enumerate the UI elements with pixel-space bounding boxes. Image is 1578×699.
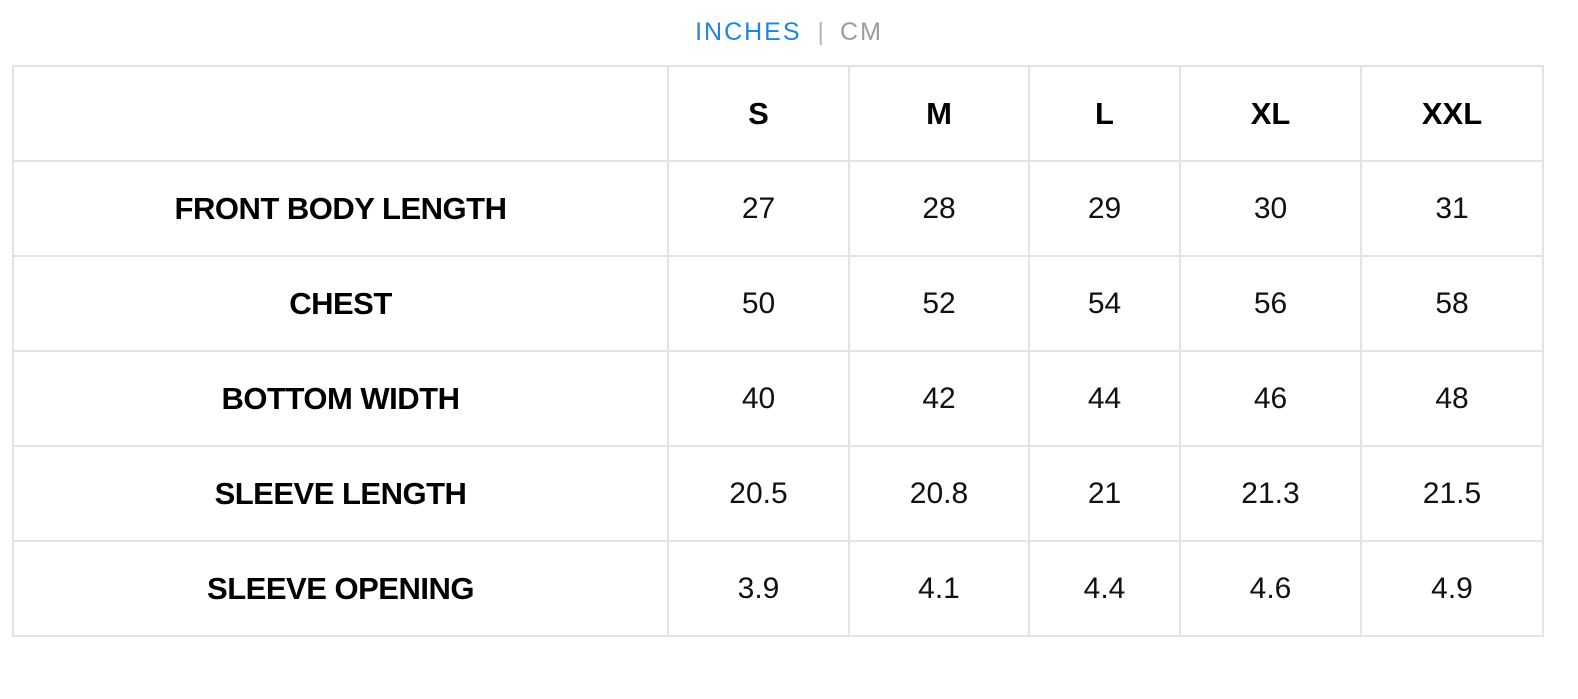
row-label-sleeve-opening: SLEEVE OPENING	[12, 540, 669, 637]
table-cell: 54	[1028, 255, 1181, 352]
row-label-sleeve-length: SLEEVE LENGTH	[12, 445, 669, 542]
row-label-front-body-length: FRONT BODY LENGTH	[12, 160, 669, 257]
table-cell: 30	[1179, 160, 1362, 257]
table-cell: 21.3	[1179, 445, 1362, 542]
table-cell: 48	[1360, 350, 1544, 447]
cm-unit-tab[interactable]: CM	[840, 18, 883, 46]
table-cell: 21	[1028, 445, 1181, 542]
size-header-xxl: XXL	[1360, 65, 1544, 162]
table-cell: 3.9	[667, 540, 850, 637]
size-header-s: S	[667, 65, 850, 162]
table-cell: 50	[667, 255, 850, 352]
table-row: BOTTOM WIDTH 40 42 44 46 48	[12, 350, 1544, 447]
size-header-m: M	[848, 65, 1030, 162]
table-cell: 27	[667, 160, 850, 257]
size-header-l: L	[1028, 65, 1181, 162]
table-row: SLEEVE OPENING 3.9 4.1 4.4 4.6 4.9	[12, 540, 1544, 637]
table-cell: 44	[1028, 350, 1181, 447]
table-cell: 20.5	[667, 445, 850, 542]
table-row: FRONT BODY LENGTH 27 28 29 30 31	[12, 160, 1544, 257]
size-header-xl: XL	[1179, 65, 1362, 162]
table-cell: 4.6	[1179, 540, 1362, 637]
corner-cell	[12, 65, 669, 162]
size-chart-table: S M L XL XXL FRONT BODY LENGTH 27 28 29 …	[12, 65, 1544, 637]
size-header-row: S M L XL XXL	[12, 65, 1544, 162]
unit-toggle: INCHES | CM	[0, 14, 1578, 50]
table-cell: 4.4	[1028, 540, 1181, 637]
table-cell: 20.8	[848, 445, 1030, 542]
table-cell: 29	[1028, 160, 1181, 257]
table-cell: 46	[1179, 350, 1362, 447]
table-row: CHEST 50 52 54 56 58	[12, 255, 1544, 352]
table-row: SLEEVE LENGTH 20.5 20.8 21 21.3 21.5	[12, 445, 1544, 542]
table-cell: 4.9	[1360, 540, 1544, 637]
table-cell: 4.1	[848, 540, 1030, 637]
table-cell: 52	[848, 255, 1030, 352]
table-cell: 42	[848, 350, 1030, 447]
table-cell: 58	[1360, 255, 1544, 352]
table-cell: 31	[1360, 160, 1544, 257]
table-cell: 40	[667, 350, 850, 447]
row-label-bottom-width: BOTTOM WIDTH	[12, 350, 669, 447]
table-cell: 28	[848, 160, 1030, 257]
unit-separator: |	[817, 18, 825, 46]
table-cell: 56	[1179, 255, 1362, 352]
table-cell: 21.5	[1360, 445, 1544, 542]
inches-unit-tab[interactable]: INCHES	[695, 18, 802, 46]
row-label-chest: CHEST	[12, 255, 669, 352]
